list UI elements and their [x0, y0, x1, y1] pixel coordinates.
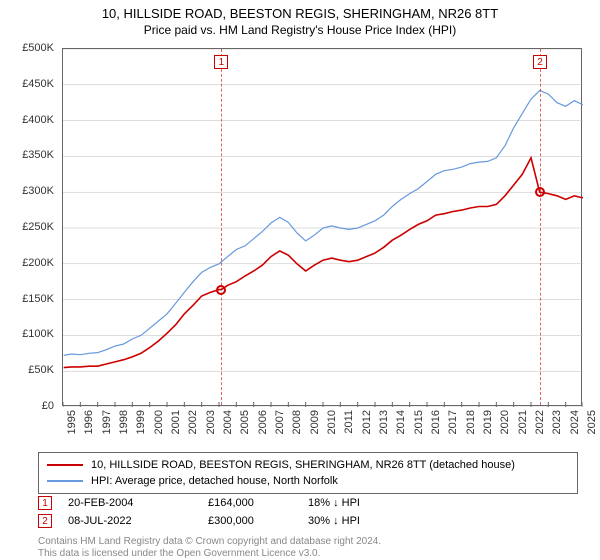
x-tick-label: 2014: [395, 410, 407, 434]
y-tick-label: £350K: [22, 149, 54, 161]
transaction-delta: 18% ↓ HPI: [308, 497, 428, 509]
lines-svg: [63, 49, 583, 407]
y-tick-label: £400K: [22, 114, 54, 126]
footer-line2: This data is licensed under the Open Gov…: [38, 548, 381, 560]
x-tick-label: 2024: [569, 410, 581, 434]
y-tick-label: £300K: [22, 185, 54, 197]
transaction-row: 1 20-FEB-2004£164,00018% ↓ HPI: [38, 494, 428, 512]
y-tick-label: £100K: [22, 328, 54, 340]
x-tick-label: 2023: [551, 410, 563, 434]
x-tick-label: 2010: [326, 410, 338, 434]
y-tick-label: £200K: [22, 257, 54, 269]
x-tick-label: 1995: [66, 410, 78, 434]
chart-title: 10, HILLSIDE ROAD, BEESTON REGIS, SHERIN…: [0, 0, 600, 21]
x-tick-label: 2020: [499, 410, 511, 434]
x-tick-label: 2013: [378, 410, 390, 434]
x-tick-label: 2007: [274, 410, 286, 434]
legend-label-hpi: HPI: Average price, detached house, Nort…: [91, 475, 338, 487]
x-tick-label: 2015: [413, 410, 425, 434]
x-tick-label: 2004: [222, 410, 234, 434]
x-tick-label: 2005: [239, 410, 251, 434]
x-tick-label: 1999: [135, 410, 147, 434]
x-tick-label: 2008: [291, 410, 303, 434]
y-tick-label: £150K: [22, 293, 54, 305]
transaction-rule: [540, 49, 541, 405]
transaction-price: £164,000: [208, 497, 308, 509]
x-tick-label: 1997: [101, 410, 113, 434]
y-tick-label: £0: [42, 400, 54, 412]
x-tick-label: 2000: [153, 410, 165, 434]
x-tick-label: 2021: [517, 410, 529, 434]
transaction-date: 08-JUL-2022: [68, 515, 208, 527]
x-axis-labels: 1995 1996 1997 1998 1999 2000 2001 2002 2003 2004…: [62, 410, 582, 450]
y-tick-label: £50K: [28, 364, 54, 376]
legend-row-hpi: HPI: Average price, detached house, Nort…: [47, 473, 569, 489]
x-tick-label: 2009: [309, 410, 321, 434]
x-tick-label: 2011: [343, 410, 355, 434]
x-tick-label: 1998: [118, 410, 130, 434]
transaction-point: [216, 285, 226, 295]
transaction-marker: 1: [214, 55, 228, 69]
transaction-marker: 2: [533, 55, 547, 69]
legend-label-price-paid: 10, HILLSIDE ROAD, BEESTON REGIS, SHERIN…: [91, 459, 515, 471]
legend-row-price-paid: 10, HILLSIDE ROAD, BEESTON REGIS, SHERIN…: [47, 457, 569, 473]
transaction-rule: [221, 49, 222, 405]
transaction-point: [535, 187, 545, 197]
transaction-marker-cell: 1: [38, 496, 52, 510]
legend-swatch-hpi: [47, 480, 83, 482]
plot-area: 12: [62, 48, 582, 406]
legend-swatch-price-paid: [47, 464, 83, 467]
x-tick-label: 1996: [83, 410, 95, 434]
transaction-date: 20-FEB-2004: [68, 497, 208, 509]
transaction-delta: 30% ↓ HPI: [308, 515, 428, 527]
chart-subtitle: Price paid vs. HM Land Registry's House …: [0, 21, 600, 41]
x-tick-label: 2003: [205, 410, 217, 434]
y-tick-label: £250K: [22, 221, 54, 233]
chart-container: 10, HILLSIDE ROAD, BEESTON REGIS, SHERIN…: [0, 0, 600, 560]
y-tick-label: £500K: [22, 42, 54, 54]
y-axis-labels: £0£50K£100K£150K£200K£250K£300K£350K£400…: [0, 48, 58, 406]
footer: Contains HM Land Registry data © Crown c…: [38, 536, 381, 560]
x-tick-label: 2012: [361, 410, 373, 434]
x-tick-label: 2016: [430, 410, 442, 434]
transaction-marker-cell: 2: [38, 514, 52, 528]
x-tick-label: 2022: [534, 410, 546, 434]
x-tick-label: 2018: [465, 410, 477, 434]
x-tick-label: 2019: [482, 410, 494, 434]
x-tick-label: 2006: [257, 410, 269, 434]
x-tick-label: 2002: [187, 410, 199, 434]
x-tick-label: 2017: [447, 410, 459, 434]
transaction-table: 1 20-FEB-2004£164,00018% ↓ HPI 2 08-JUL-202…: [38, 494, 428, 530]
y-tick-label: £450K: [22, 78, 54, 90]
transaction-row: 2 08-JUL-2022£300,00030% ↓ HPI: [38, 512, 428, 530]
x-tick-label: 2001: [170, 410, 182, 434]
x-tick-label: 2025: [586, 410, 598, 434]
transaction-price: £300,000: [208, 515, 308, 527]
footer-line1: Contains HM Land Registry data © Crown c…: [38, 536, 381, 548]
legend: 10, HILLSIDE ROAD, BEESTON REGIS, SHERIN…: [38, 452, 578, 494]
